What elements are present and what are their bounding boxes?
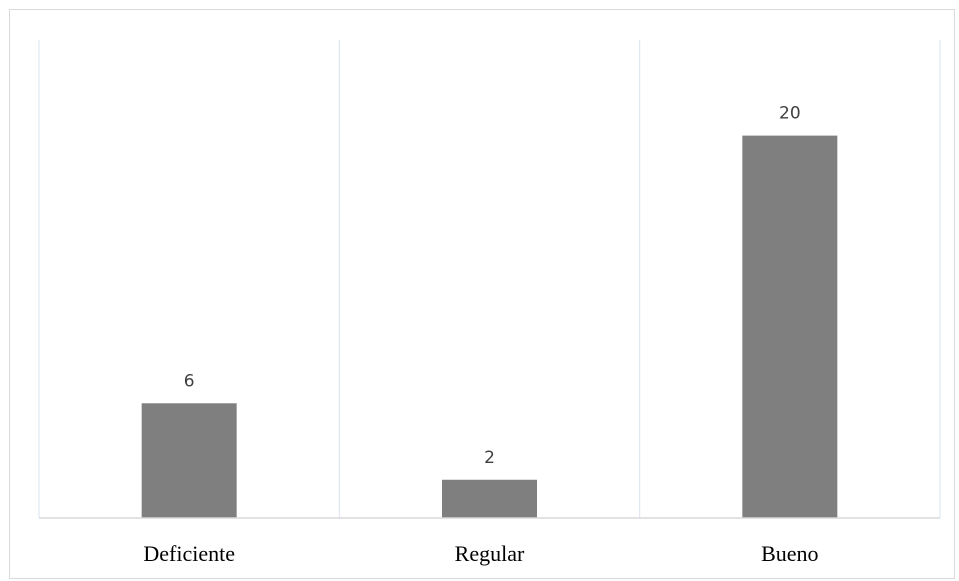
bar-bueno (742, 135, 838, 518)
x-tick-label: Regular (455, 541, 525, 566)
bar-regular (442, 479, 537, 518)
data-label: 2 (484, 448, 495, 468)
x-tick-label: Bueno (761, 541, 818, 566)
x-tick-label: Deficiente (143, 541, 235, 566)
data-label: 6 (184, 371, 195, 391)
bar-deficiente (141, 403, 237, 518)
data-label: 20 (779, 104, 801, 124)
